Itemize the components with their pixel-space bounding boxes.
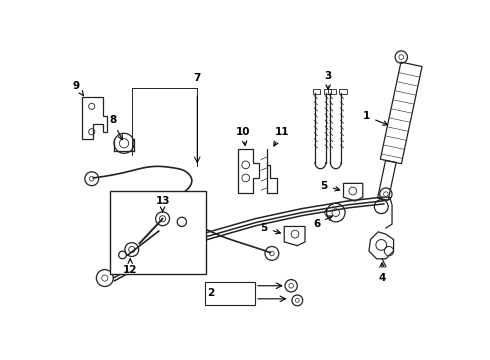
Text: 13: 13: [155, 196, 170, 212]
Text: 7: 7: [194, 73, 201, 83]
Bar: [323, 89, 331, 94]
Text: 1: 1: [363, 111, 388, 125]
Text: 11: 11: [274, 127, 289, 146]
Text: 8: 8: [109, 115, 122, 140]
Text: 12: 12: [123, 259, 138, 275]
Text: 2: 2: [207, 288, 215, 298]
Text: 9: 9: [73, 81, 83, 96]
Bar: [339, 89, 346, 94]
Text: 6: 6: [313, 216, 332, 229]
Text: 3: 3: [324, 71, 332, 89]
Bar: [313, 89, 320, 94]
Text: 5: 5: [261, 223, 280, 234]
Bar: [328, 89, 336, 94]
FancyBboxPatch shape: [110, 191, 206, 274]
Text: 10: 10: [236, 127, 251, 145]
FancyBboxPatch shape: [205, 282, 255, 305]
Text: 4: 4: [378, 263, 386, 283]
Text: 5: 5: [320, 181, 340, 191]
